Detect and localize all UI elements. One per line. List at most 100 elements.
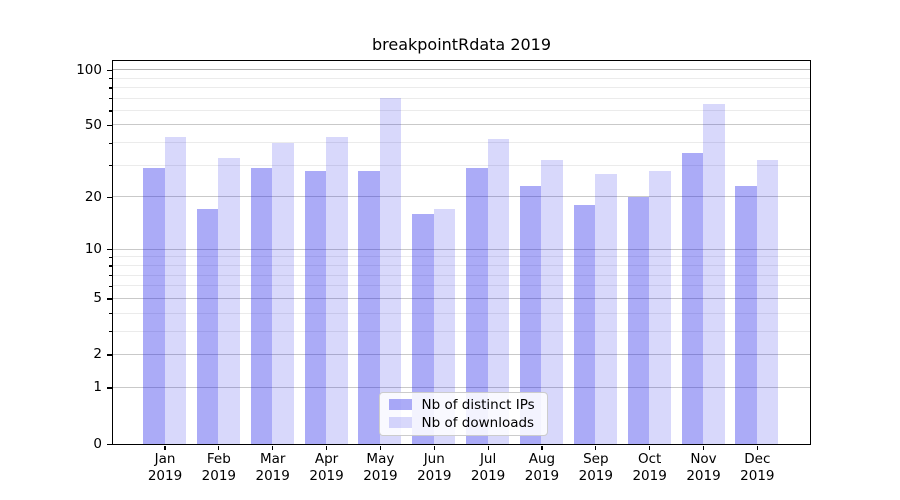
x-tick-jun [433, 445, 435, 450]
x-tick-label-jun: Jun 2019 [417, 451, 452, 484]
gridline-minor-90 [112, 77, 810, 79]
y-minor-tick-8 [109, 265, 112, 267]
legend: Nb of distinct IPs Nb of downloads [378, 391, 548, 436]
x-tick-apr [325, 445, 328, 450]
bar-distinct-ips-apr [304, 170, 327, 444]
x-tick-label-jul: Jul 2019 [470, 451, 506, 484]
chart-title: breakpointRdata 2019 [371, 35, 552, 54]
bar-distinct-ips-dec [735, 186, 757, 444]
bar-distinct-ips-may [358, 170, 380, 444]
gridline-major-5 [112, 297, 810, 299]
y-tick-50 [107, 124, 112, 127]
bar-downloads-aug [541, 160, 563, 444]
bar-downloads-apr [326, 136, 348, 444]
bar-downloads-mar [272, 142, 294, 444]
gridline-major-50 [112, 124, 810, 126]
y-tick-0 [107, 443, 112, 445]
bar-distinct-ips-oct [627, 196, 650, 444]
y-tick-10 [107, 249, 112, 251]
x-tick-label-nov: Nov 2019 [686, 451, 721, 484]
legend-swatch-distinct-ips [388, 399, 412, 410]
bar-downloads-sep [595, 173, 617, 444]
legend-entry-downloads: Nb of downloads [388, 414, 535, 431]
legend-label-downloads: Nb of downloads [421, 414, 535, 431]
gridline-major-100 [112, 69, 810, 71]
x-tick-may [379, 445, 381, 450]
bar-distinct-ips-jun [412, 213, 434, 444]
y-minor-tick-30 [109, 165, 112, 167]
gridline-major-20 [112, 196, 810, 198]
y-tick-5 [107, 298, 112, 300]
y-tick-label-20: 20 [84, 188, 102, 205]
y-minor-tick-90 [109, 78, 112, 80]
gridline-minor-30 [112, 164, 810, 166]
y-minor-tick-40 [109, 142, 112, 144]
x-tick-jul [487, 445, 489, 450]
y-minor-tick-4 [109, 313, 112, 315]
y-tick-label-1: 1 [93, 379, 102, 396]
plot-area: Nb of distinct IPs Nb of downloads [111, 59, 811, 445]
gridline-minor-3 [112, 330, 810, 332]
gridline-minor-4 [112, 312, 810, 314]
x-tick-label-oct: Oct 2019 [632, 451, 667, 484]
x-tick-label-mar: Mar 2019 [255, 451, 290, 484]
y-axis-labels: 100 50 20 10 5 2 1 0 [0, 61, 104, 452]
x-tick-mar [272, 445, 274, 450]
y-tick-label-5: 5 [93, 290, 102, 307]
bar-downloads-nov [703, 104, 725, 444]
bar-distinct-ips-nov [681, 153, 703, 444]
bar-distinct-ips-sep [573, 204, 596, 444]
y-tick-100 [107, 69, 112, 71]
y-minor-tick-80 [109, 87, 112, 89]
gridline-minor-9 [112, 256, 810, 258]
bar-distinct-ips-feb [196, 209, 219, 444]
x-tick-nov [702, 445, 705, 450]
bar-distinct-ips-jan [143, 167, 165, 444]
legend-entry-distinct-ips: Nb of distinct IPs [388, 396, 535, 413]
bar-distinct-ips-jul [466, 167, 488, 444]
bar-downloads-may [379, 98, 402, 444]
gridline-minor-40 [112, 142, 810, 144]
y-tick-2 [107, 354, 112, 356]
legend-swatch-downloads [388, 417, 412, 428]
legend-label-distinct-ips: Nb of distinct IPs [421, 396, 535, 413]
x-tick-label-apr: Apr 2019 [309, 451, 344, 484]
gridline-minor-80 [112, 86, 810, 88]
bar-distinct-ips-mar [250, 167, 273, 444]
y-minor-tick-7 [109, 275, 112, 277]
x-tick-jan [164, 445, 166, 450]
x-tick-label-may: May 2019 [363, 451, 398, 484]
gridline-major-10 [112, 248, 810, 250]
y-tick-label-0: 0 [93, 435, 102, 452]
gridline-minor-60 [112, 109, 810, 111]
y-tick-1 [107, 387, 112, 389]
x-tick-sep [595, 445, 597, 450]
x-tick-feb [218, 445, 220, 450]
y-tick-label-10: 10 [84, 241, 102, 258]
bar-downloads-feb [218, 157, 240, 444]
gridline-minor-70 [112, 97, 810, 99]
gridline-minor-8 [112, 264, 810, 266]
bar-downloads-jun [433, 209, 456, 444]
gridline-major-2 [112, 353, 810, 355]
y-minor-tick-3 [109, 331, 112, 333]
gridline-minor-6 [112, 285, 810, 287]
gridline-minor-7 [112, 274, 810, 276]
x-tick-oct [649, 445, 651, 450]
x-tick-aug [541, 445, 543, 450]
bar-downloads-dec [756, 160, 779, 444]
x-tick-label-sep: Sep 2019 [578, 451, 613, 484]
y-minor-tick-60 [109, 110, 112, 112]
bar-downloads-oct [649, 170, 671, 444]
bar-downloads-jul [487, 138, 510, 444]
plot-canvas [112, 61, 810, 444]
gridline-major-1 [112, 386, 810, 388]
y-minor-tick-70 [109, 98, 112, 100]
y-tick-label-2: 2 [93, 346, 102, 363]
y-minor-tick-6 [109, 285, 112, 288]
bar-distinct-ips-aug [519, 186, 542, 444]
x-tick-label-dec: Dec 2019 [740, 451, 775, 484]
bar-downloads-jan [164, 136, 186, 444]
y-tick-20 [107, 196, 112, 199]
